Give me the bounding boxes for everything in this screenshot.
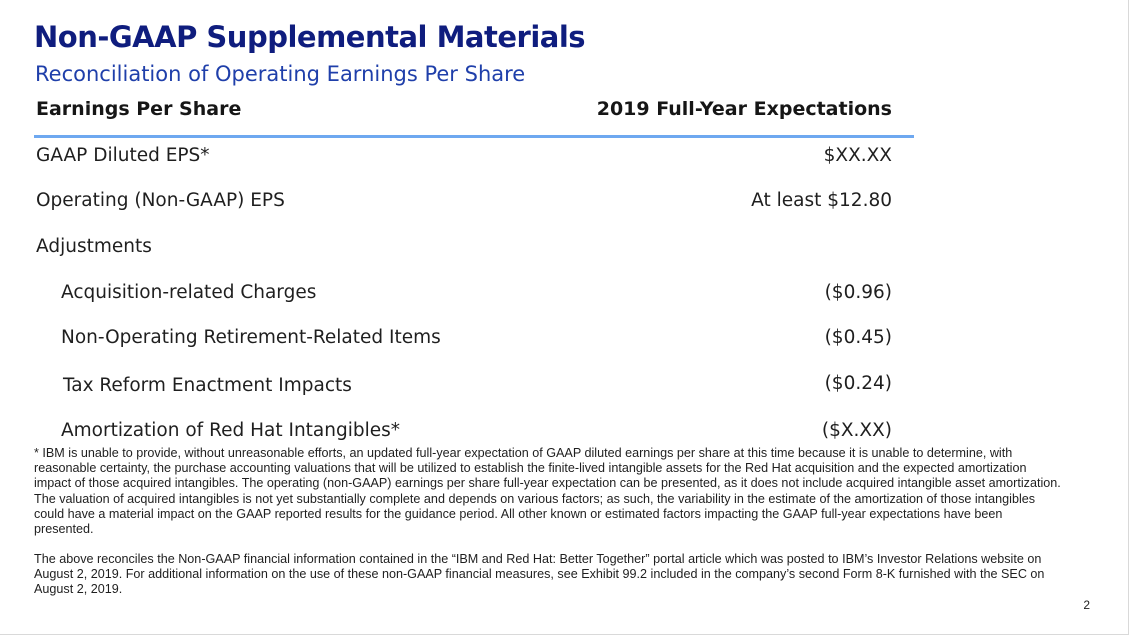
row-label-adjustments: Adjustments <box>36 236 152 257</box>
row-label-red-hat-amortization: Amortization of Red Hat Intangibles* <box>61 420 401 441</box>
row-value-tax-reform: ($0.24) <box>824 373 892 394</box>
column-header-expectations: 2019 Full-Year Expectations <box>596 98 892 120</box>
row-label-operating-eps: Operating (Non-GAAP) EPS <box>36 190 285 211</box>
page-title: Non-GAAP Supplemental Materials <box>34 20 586 54</box>
row-label-gaap-diluted-eps: GAAP Diluted EPS* <box>36 145 210 166</box>
row-label-retirement-items: Non-Operating Retirement-Related Items <box>61 327 441 348</box>
row-label-acquisition-charges: Acquisition-related Charges <box>61 282 317 303</box>
source-note: The above reconciles the Non-GAAP financ… <box>34 552 1045 597</box>
column-header-eps: Earnings Per Share <box>36 98 242 120</box>
page-subtitle: Reconciliation of Operating Earnings Per… <box>35 62 526 86</box>
row-value-retirement-items: ($0.45) <box>824 327 892 348</box>
row-value-acquisition-charges: ($0.96) <box>824 282 892 303</box>
row-value-operating-eps: At least $12.80 <box>751 190 892 211</box>
row-label-tax-reform: Tax Reform Enactment Impacts <box>63 375 352 396</box>
page-number: 2 <box>1083 598 1090 612</box>
row-value-gaap-diluted-eps: $XX.XX <box>823 145 892 166</box>
header-divider <box>34 135 914 138</box>
row-value-red-hat-amortization: ($X.XX) <box>821 420 892 441</box>
footnote: * IBM is unable to provide, without unre… <box>34 446 1061 537</box>
